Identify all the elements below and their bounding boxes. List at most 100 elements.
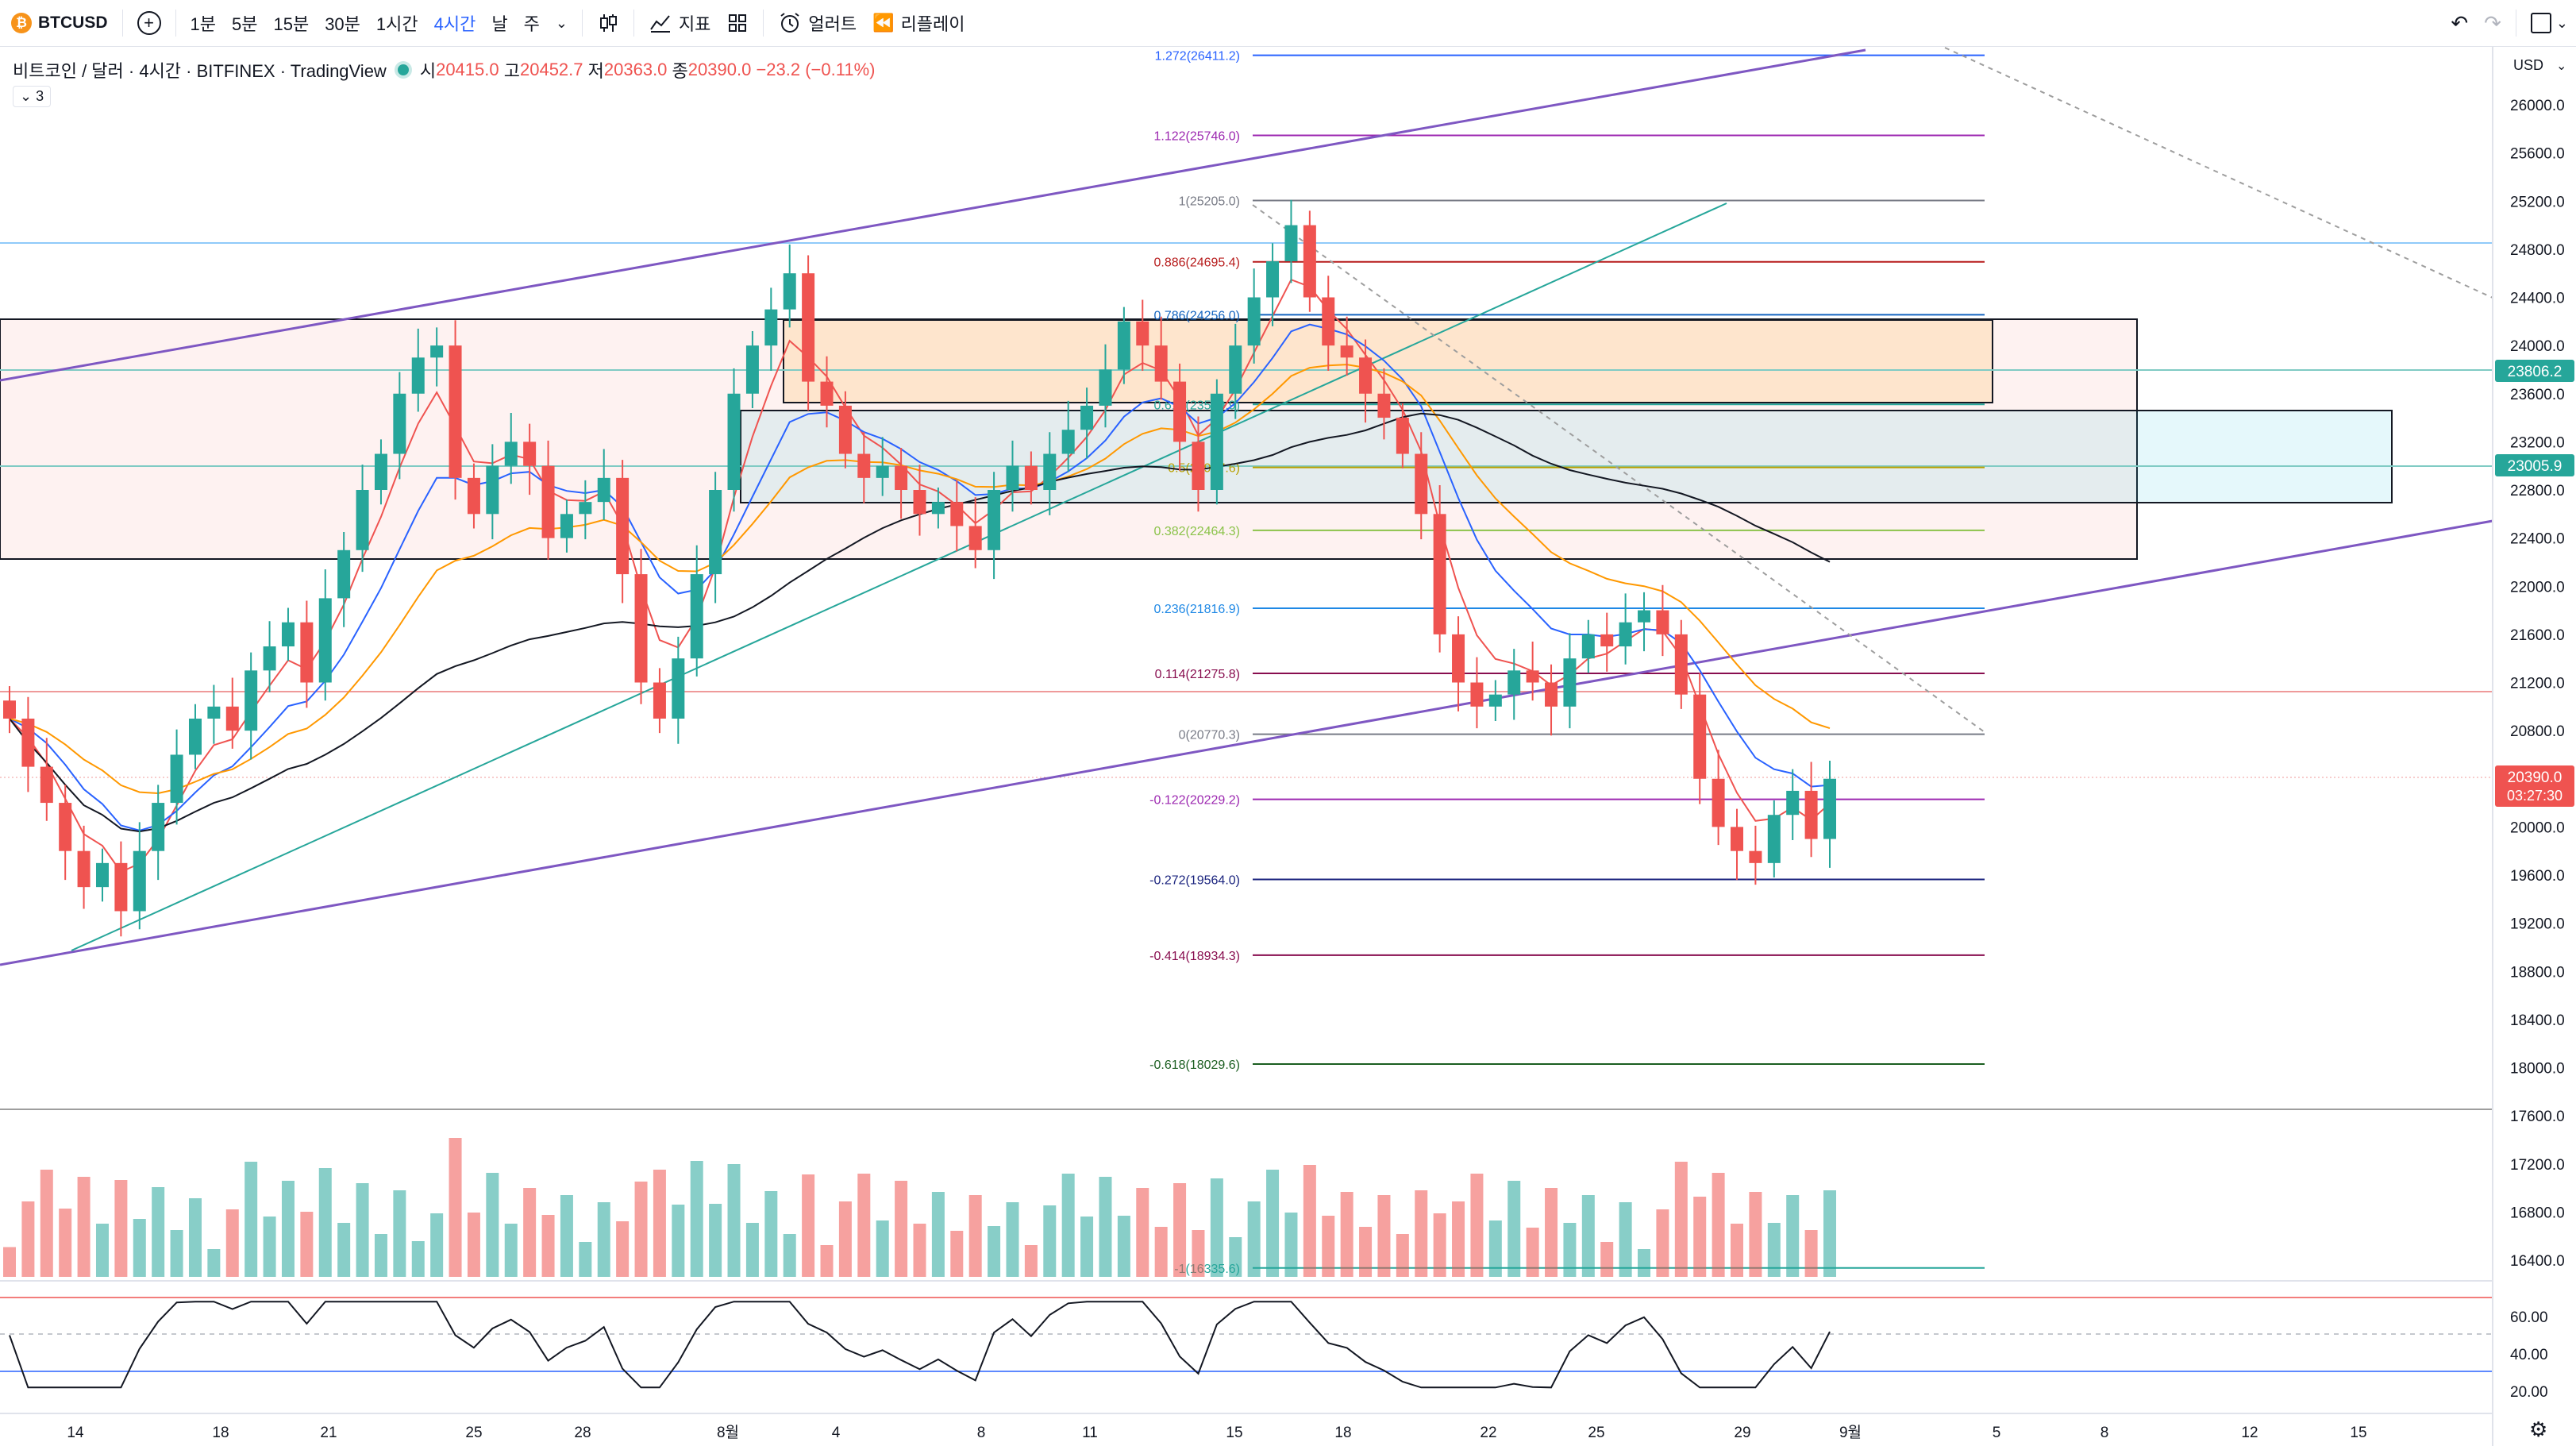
interval-4h[interactable]: 4시간 bbox=[426, 0, 484, 46]
undo-button[interactable]: ↶ bbox=[2443, 0, 2476, 46]
candles bbox=[3, 199, 1836, 937]
currency-label[interactable]: USD bbox=[2513, 57, 2543, 73]
trend-line-teal[interactable] bbox=[71, 202, 1727, 951]
market-status-icon bbox=[397, 64, 409, 75]
indicators-icon bbox=[650, 15, 670, 33]
trend-line-dashed[interactable] bbox=[1944, 47, 2493, 299]
redo-icon: ↷ bbox=[2484, 10, 2501, 35]
volume-bar bbox=[1340, 1192, 1353, 1277]
price-axis[interactable]: 26000.0 25600.0 25200.0 24800.0 24400.0 24000… bbox=[2510, 98, 2565, 1270]
divider bbox=[581, 10, 583, 37]
candle-body bbox=[1266, 261, 1280, 298]
fib-level-label: 0(20770.3) bbox=[1179, 729, 1240, 742]
indicators-button[interactable]: 지표 bbox=[641, 0, 718, 46]
interval-dropdown[interactable]: ⌄ bbox=[548, 0, 576, 46]
candle-body bbox=[820, 381, 834, 406]
interval-day[interactable]: 날 bbox=[483, 0, 515, 46]
candle-body bbox=[1154, 345, 1168, 382]
candle-body bbox=[523, 442, 537, 466]
volume-bar bbox=[21, 1201, 35, 1277]
price-tick-label: 22400.0 bbox=[2510, 531, 2565, 548]
interval-1m[interactable]: 1분 bbox=[183, 0, 224, 46]
chevron-down-icon[interactable]: ⌄ bbox=[2556, 60, 2566, 73]
volume-bar bbox=[1377, 1195, 1391, 1277]
top-toolbar: ₿ BTCUSD + 1분 5분 15분 30분 1시간 4시간 날 주 ⌄ 지… bbox=[0, 0, 2576, 47]
symbol-title[interactable]: 비트코인 / 달러 · 4시간 · BITFINEX · TradingView bbox=[13, 61, 387, 81]
price-tick-label: 22000.0 bbox=[2510, 579, 2565, 596]
volume-bar bbox=[727, 1164, 741, 1277]
candle-body bbox=[245, 670, 258, 731]
interval-30m[interactable]: 30분 bbox=[317, 0, 368, 46]
supply-zone-orange[interactable] bbox=[783, 319, 1993, 403]
volume-bar bbox=[281, 1181, 295, 1277]
divider bbox=[121, 10, 123, 37]
fib-level-label: -0.122(20229.2) bbox=[1149, 794, 1240, 808]
channel-bottom-line[interactable] bbox=[0, 519, 2493, 966]
replay-button[interactable]: ⏪ 리플레이 bbox=[864, 0, 972, 46]
candle-body bbox=[281, 622, 295, 647]
alert-button[interactable]: 얼러트 bbox=[770, 0, 864, 46]
fib-level-label: -1(16335.6) bbox=[1174, 1263, 1240, 1276]
volume-bar bbox=[1284, 1213, 1298, 1277]
candle-body bbox=[895, 465, 908, 490]
volume-bar bbox=[950, 1231, 964, 1277]
price-tick-label: 16800.0 bbox=[2510, 1205, 2565, 1221]
time-tick-label: 14 bbox=[67, 1425, 84, 1441]
zone-teal[interactable] bbox=[740, 410, 2393, 503]
interval-week[interactable]: 주 bbox=[516, 0, 548, 46]
templates-button[interactable] bbox=[718, 0, 757, 46]
candle-body bbox=[1545, 682, 1558, 707]
symbol-search[interactable]: ₿ BTCUSD bbox=[0, 0, 116, 46]
interval-label: 30분 bbox=[325, 14, 360, 34]
time-tick-label: 22 bbox=[1480, 1425, 1496, 1441]
layout-button[interactable]: ⌄ bbox=[2523, 0, 2576, 46]
low-label: 저 bbox=[587, 61, 604, 81]
price-tick-label: 16400.0 bbox=[2510, 1253, 2565, 1270]
interval-1h[interactable]: 1시간 bbox=[368, 0, 426, 46]
interval-15m[interactable]: 15분 bbox=[265, 0, 317, 46]
time-tick-label: 29 bbox=[1734, 1425, 1750, 1441]
volume-bar bbox=[430, 1213, 444, 1277]
time-tick-label: 8 bbox=[2100, 1425, 2109, 1441]
price-tick-label: 18400.0 bbox=[2510, 1012, 2565, 1029]
low-value: 20363.0 bbox=[603, 60, 668, 79]
rsi-tick-label: 60.00 bbox=[2510, 1309, 2548, 1326]
candle-body bbox=[727, 393, 741, 490]
candle-body bbox=[1804, 790, 1818, 839]
interval-label: 1시간 bbox=[375, 14, 418, 34]
candle-body bbox=[504, 442, 518, 466]
chart-type-button[interactable] bbox=[589, 0, 627, 46]
settings-gear-icon[interactable]: ⚙ bbox=[2529, 1417, 2547, 1441]
volume-bar bbox=[1154, 1227, 1168, 1277]
trend-line-dashed[interactable] bbox=[1252, 204, 1985, 733]
interval-5m[interactable]: 5분 bbox=[224, 0, 265, 46]
candle-body bbox=[1488, 694, 1502, 707]
fib-level-label: 1.272(26411.2) bbox=[1155, 50, 1240, 64]
indicator-toggle[interactable]: ⌄ 3 bbox=[13, 86, 52, 107]
candle-body bbox=[40, 766, 53, 804]
add-circle-icon: + bbox=[137, 11, 161, 35]
candle-body bbox=[560, 514, 573, 538]
candle-body bbox=[1303, 225, 1316, 298]
divider bbox=[633, 10, 634, 37]
candle-body bbox=[318, 598, 332, 683]
candle-body bbox=[449, 345, 462, 478]
fib-level-label: 1.122(25746.0) bbox=[1153, 129, 1240, 143]
compare-button[interactable]: + bbox=[129, 0, 169, 46]
fib-level-label: -0.618(18029.6) bbox=[1149, 1058, 1240, 1072]
candle-body bbox=[1080, 405, 1094, 430]
redo-button[interactable]: ↷ bbox=[2476, 0, 2509, 46]
candle-body bbox=[1638, 610, 1651, 623]
candle-body bbox=[356, 490, 369, 550]
candle-body bbox=[1507, 670, 1521, 695]
time-axis[interactable]: 14 18 21 25 28 8월 4 8 11 15 18 22 25 29 9월 5 8 12 15 bbox=[67, 1424, 2366, 1441]
volume-bar bbox=[1210, 1178, 1223, 1277]
price-tick-label: 25200.0 bbox=[2510, 194, 2565, 210]
time-tick-label: 15 bbox=[1226, 1425, 1242, 1441]
rsi-axis[interactable]: 60.00 40.00 20.00 bbox=[2510, 1309, 2548, 1401]
price-tick-label: 23200.0 bbox=[2510, 434, 2565, 451]
fib-retracement[interactable]: 1.272(26411.2) 1.122(25746.0) 1(25205.0) 0.… bbox=[1149, 50, 1985, 1276]
candle-body bbox=[1099, 369, 1112, 406]
channel-top-line[interactable] bbox=[0, 48, 1866, 382]
